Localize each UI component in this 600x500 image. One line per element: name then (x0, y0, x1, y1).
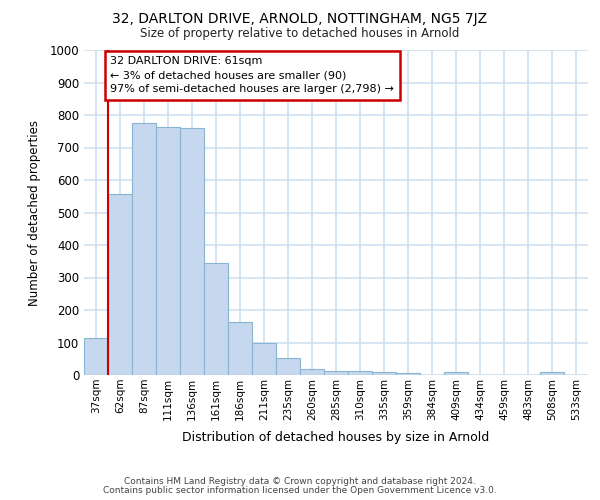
Text: 32 DARLTON DRIVE: 61sqm
← 3% of detached houses are smaller (90)
97% of semi-det: 32 DARLTON DRIVE: 61sqm ← 3% of detached… (110, 56, 394, 94)
Text: Contains HM Land Registry data © Crown copyright and database right 2024.: Contains HM Land Registry data © Crown c… (124, 477, 476, 486)
Bar (180, 128, 204, 375)
Bar (204, 263, 228, 375)
Bar (156, 128, 180, 375)
Text: Size of property relative to detached houses in Arnold: Size of property relative to detached ho… (140, 28, 460, 40)
Bar (252, 343, 276, 375)
Bar (324, 372, 348, 375)
Bar (132, 123, 156, 375)
Bar (396, 372, 420, 375)
Bar (444, 372, 468, 375)
Text: 32, DARLTON DRIVE, ARNOLD, NOTTINGHAM, NG5 7JZ: 32, DARLTON DRIVE, ARNOLD, NOTTINGHAM, N… (112, 12, 488, 26)
Bar (372, 372, 396, 375)
X-axis label: Distribution of detached houses by size in Arnold: Distribution of detached houses by size … (182, 431, 490, 444)
Bar (300, 368, 324, 375)
Bar (84, 338, 108, 375)
Bar (348, 372, 372, 375)
Text: Contains public sector information licensed under the Open Government Licence v3: Contains public sector information licen… (103, 486, 497, 495)
Bar (540, 372, 564, 375)
Y-axis label: Number of detached properties: Number of detached properties (28, 120, 41, 306)
Bar (108, 194, 132, 375)
Bar (228, 322, 252, 375)
Bar (276, 358, 300, 375)
